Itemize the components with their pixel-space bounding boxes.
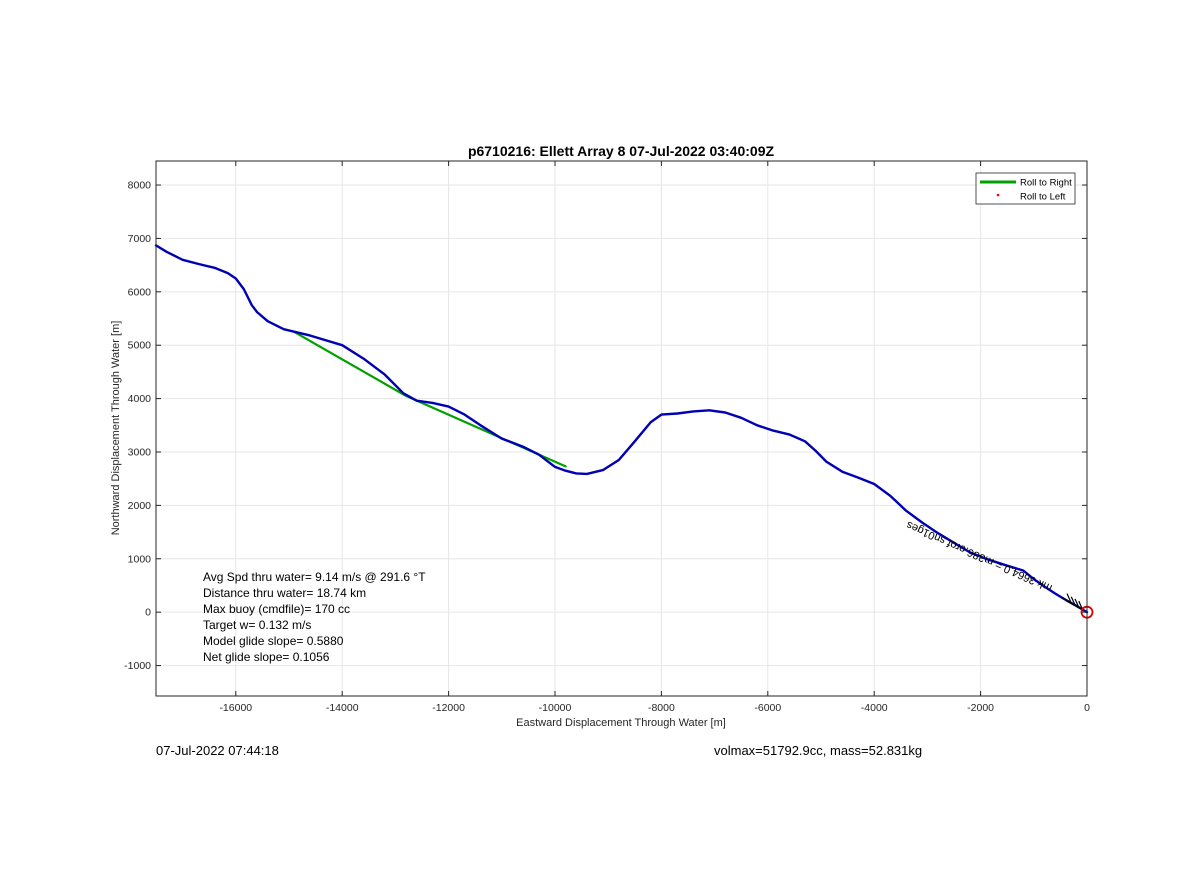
stats-line: Net glide slope= 0.1056 bbox=[203, 650, 330, 664]
x-tick-label: -14000 bbox=[326, 702, 359, 714]
y-tick-label: 5000 bbox=[128, 340, 152, 352]
y-tick-label: 7000 bbox=[128, 233, 152, 245]
chart-title: p6710216: Ellett Array 8 07-Jul-2022 03:… bbox=[468, 143, 775, 159]
plot-frame bbox=[155, 160, 1088, 697]
y-tick-label: -1000 bbox=[124, 660, 151, 672]
legend-swatch-roll-left bbox=[996, 193, 1000, 197]
x-tick-label: -12000 bbox=[432, 702, 465, 714]
legend: Roll to Right Roll to Left bbox=[975, 172, 1076, 205]
plot-area-background bbox=[156, 161, 1087, 696]
ticks: -16000 -14000 -12000 -10000 -8000 -6000 -4000-… bbox=[124, 161, 1090, 714]
series-layer bbox=[154, 244, 1089, 614]
stats-line: Distance thru water= 18.74 km bbox=[203, 586, 366, 600]
legend-label-roll-left: Roll to Left bbox=[1020, 192, 1066, 203]
y-tick-label: 6000 bbox=[128, 286, 152, 298]
x-tick-label: -10000 bbox=[539, 702, 572, 714]
displacement-track-line bbox=[154, 244, 1089, 614]
y-tick-label: 0 bbox=[145, 607, 151, 619]
y-tick-label: 3000 bbox=[128, 446, 152, 458]
footer-vol-mass: volmax=51792.9cc, mass=52.831kg bbox=[714, 743, 923, 758]
legend-label-roll-right: Roll to Right bbox=[1020, 178, 1072, 189]
y-tick-label: 8000 bbox=[128, 180, 152, 192]
x-tick-label: -6000 bbox=[754, 702, 781, 714]
y-tick-label: 4000 bbox=[128, 393, 152, 405]
x-tick-label: -8000 bbox=[648, 702, 675, 714]
y-tick-label: 1000 bbox=[128, 553, 152, 565]
footer-timestamp: 07-Jul-2022 07:44:18 bbox=[156, 743, 279, 758]
legend-box bbox=[975, 172, 1076, 205]
x-axis-label: Eastward Displacement Through Water [m] bbox=[516, 717, 726, 729]
y-axis-label: Northward Displacement Through Water [m] bbox=[110, 321, 122, 536]
y-tick-label: 2000 bbox=[128, 500, 152, 512]
stats-line: Model glide slope= 0.5880 bbox=[203, 634, 344, 648]
heading-arrow bbox=[1061, 593, 1073, 604]
stats-line: Max buoy (cmdfile)= 170 cc bbox=[203, 602, 350, 616]
stats-line: Target w= 0.132 m/s bbox=[203, 618, 311, 632]
x-tick-label: -16000 bbox=[219, 702, 252, 714]
x-tick-label: -2000 bbox=[967, 702, 994, 714]
x-tick-label: -4000 bbox=[861, 702, 888, 714]
stats-line: Avg Spd thru water= 9.14 m/s @ 291.6 °T bbox=[203, 570, 426, 584]
stats-block: Avg Spd thru water= 9.14 m/s @ 291.6 °T D… bbox=[203, 570, 426, 664]
x-tick-label: 0 bbox=[1084, 702, 1090, 714]
